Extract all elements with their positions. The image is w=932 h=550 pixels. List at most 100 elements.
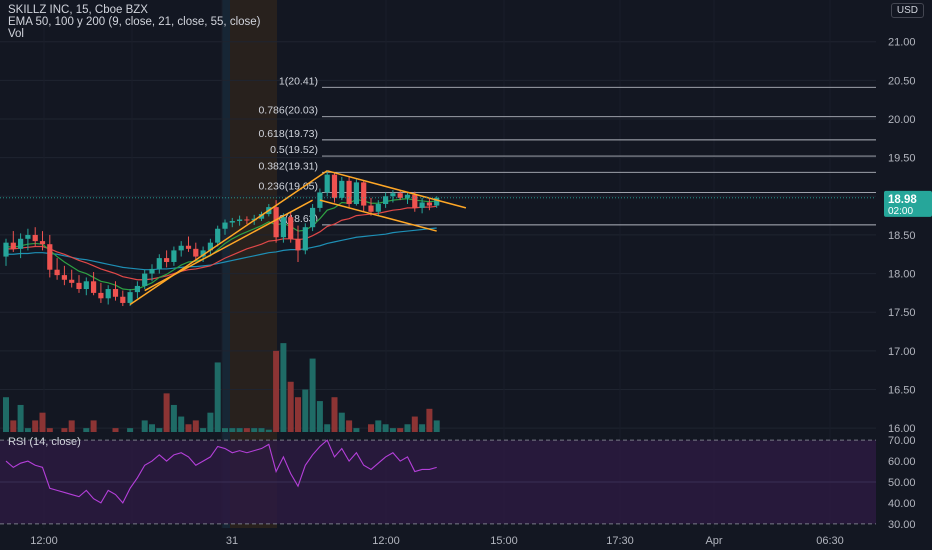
- fib-level-label: 0.236(19.05): [258, 180, 318, 192]
- candle-body[interactable]: [32, 234, 38, 242]
- candle-body[interactable]: [222, 222, 228, 229]
- candle-body[interactable]: [127, 292, 133, 303]
- candle-body[interactable]: [397, 193, 403, 198]
- volume-bar: [368, 424, 374, 432]
- price-axis[interactable]: 21.0020.5020.0019.5019.0018.5018.0017.50…: [0, 37, 932, 531]
- candle-body[interactable]: [383, 196, 389, 205]
- volume-bar: [346, 420, 353, 432]
- candle-body[interactable]: [244, 219, 250, 221]
- candle-body[interactable]: [112, 289, 119, 297]
- candle-body[interactable]: [164, 258, 170, 262]
- candle-body[interactable]: [390, 193, 396, 197]
- candle-body[interactable]: [98, 292, 104, 299]
- candle-body[interactable]: [105, 289, 111, 299]
- fib-level-label: 0.382(19.31): [258, 160, 318, 172]
- time-tick-label: 15:00: [490, 535, 518, 547]
- candle-body[interactable]: [280, 217, 286, 238]
- volume-indicator-label[interactable]: Vol: [8, 28, 24, 40]
- price-tick-label: 19.50: [888, 153, 916, 165]
- volume-bar: [324, 424, 331, 432]
- candle-body[interactable]: [83, 281, 89, 290]
- candlesticks[interactable]: [3, 170, 440, 307]
- candle-body[interactable]: [302, 227, 308, 251]
- candle-body[interactable]: [258, 214, 265, 219]
- volume-bar: [251, 428, 258, 432]
- candle-body[interactable]: [3, 242, 9, 257]
- ema-21-line: [6, 205, 437, 281]
- session-highlight-blue: [222, 0, 230, 528]
- candle-body[interactable]: [207, 242, 213, 251]
- price-tick-label: 20.50: [888, 75, 916, 87]
- candle-body[interactable]: [434, 197, 440, 206]
- candle-body[interactable]: [76, 282, 82, 290]
- candle-body[interactable]: [368, 205, 374, 212]
- candle-body[interactable]: [273, 207, 279, 238]
- fib-level-label: 0.786(20.03): [258, 105, 318, 117]
- volume-bar: [149, 424, 155, 432]
- volume-bar: [236, 428, 243, 432]
- candle-body[interactable]: [54, 269, 60, 276]
- volume-bar: [265, 429, 272, 432]
- rsi-indicator-label[interactable]: RSI (14, close): [8, 436, 81, 448]
- volume-bar: [243, 428, 250, 432]
- trendlines[interactable]: [129, 170, 467, 306]
- volume-bar: [17, 404, 24, 432]
- candle-body[interactable]: [69, 279, 75, 283]
- candle-body[interactable]: [331, 174, 338, 198]
- trendline[interactable]: [129, 170, 328, 306]
- candle-body[interactable]: [178, 245, 184, 251]
- candle-body[interactable]: [310, 207, 316, 228]
- time-axis[interactable]: 12:00 31 12:00 15:00 17:30 Apr 06:30: [30, 535, 844, 547]
- candle-body[interactable]: [120, 296, 126, 303]
- candle-body[interactable]: [339, 180, 345, 198]
- candle-body[interactable]: [375, 204, 381, 212]
- candle-body[interactable]: [324, 174, 330, 193]
- candle-body[interactable]: [39, 241, 46, 245]
- candle-body[interactable]: [215, 228, 221, 243]
- trendline[interactable]: [144, 199, 313, 292]
- candle-body[interactable]: [229, 221, 235, 223]
- rsi-band: [0, 439, 876, 525]
- candle-body[interactable]: [419, 202, 425, 208]
- candle-body[interactable]: [134, 285, 140, 293]
- ema-indicator-label[interactable]: EMA 50, 100 y 200 (9, close, 21, close, …: [8, 16, 261, 28]
- candle-body[interactable]: [149, 268, 155, 274]
- trendline[interactable]: [327, 170, 467, 209]
- candle-body[interactable]: [200, 250, 206, 257]
- candle-body[interactable]: [61, 275, 67, 280]
- candle-body[interactable]: [404, 194, 411, 198]
- volume-bar: [90, 420, 97, 432]
- rsi-line: [5, 439, 437, 504]
- fib-level-label: 0.618(19.73): [258, 128, 318, 140]
- candle-body[interactable]: [426, 202, 432, 206]
- candle-body[interactable]: [346, 180, 352, 205]
- time-tick-label: 12:00: [30, 535, 58, 547]
- candle-body[interactable]: [193, 248, 199, 257]
- candle-body[interactable]: [237, 219, 243, 222]
- symbol-title[interactable]: SKILLZ INC, 15, Cboe BZX: [8, 4, 148, 16]
- candle-body[interactable]: [353, 182, 359, 205]
- candle-body[interactable]: [295, 238, 301, 251]
- candle-body[interactable]: [412, 194, 418, 208]
- candle-body[interactable]: [361, 182, 367, 206]
- candle-body[interactable]: [185, 245, 192, 249]
- volume-bar: [39, 412, 46, 432]
- candle-body[interactable]: [25, 234, 31, 239]
- last-price-tag[interactable]: [884, 190, 932, 217]
- volume-bar: [258, 428, 265, 432]
- candle-body[interactable]: [47, 244, 53, 270]
- volume-bar: [127, 428, 134, 432]
- trendline[interactable]: [319, 199, 437, 232]
- rsi-plot: [5, 439, 437, 504]
- candle-body[interactable]: [171, 250, 177, 262]
- candle-body[interactable]: [288, 217, 294, 239]
- currency-button[interactable]: USD: [890, 3, 924, 18]
- candle-body[interactable]: [10, 242, 16, 249]
- candle-body[interactable]: [142, 273, 148, 286]
- volume-bar: [112, 428, 119, 432]
- candle-body[interactable]: [18, 238, 24, 249]
- candle-body[interactable]: [91, 281, 97, 293]
- time-tick-label: 12:00: [372, 535, 400, 547]
- candle-body[interactable]: [156, 258, 162, 269]
